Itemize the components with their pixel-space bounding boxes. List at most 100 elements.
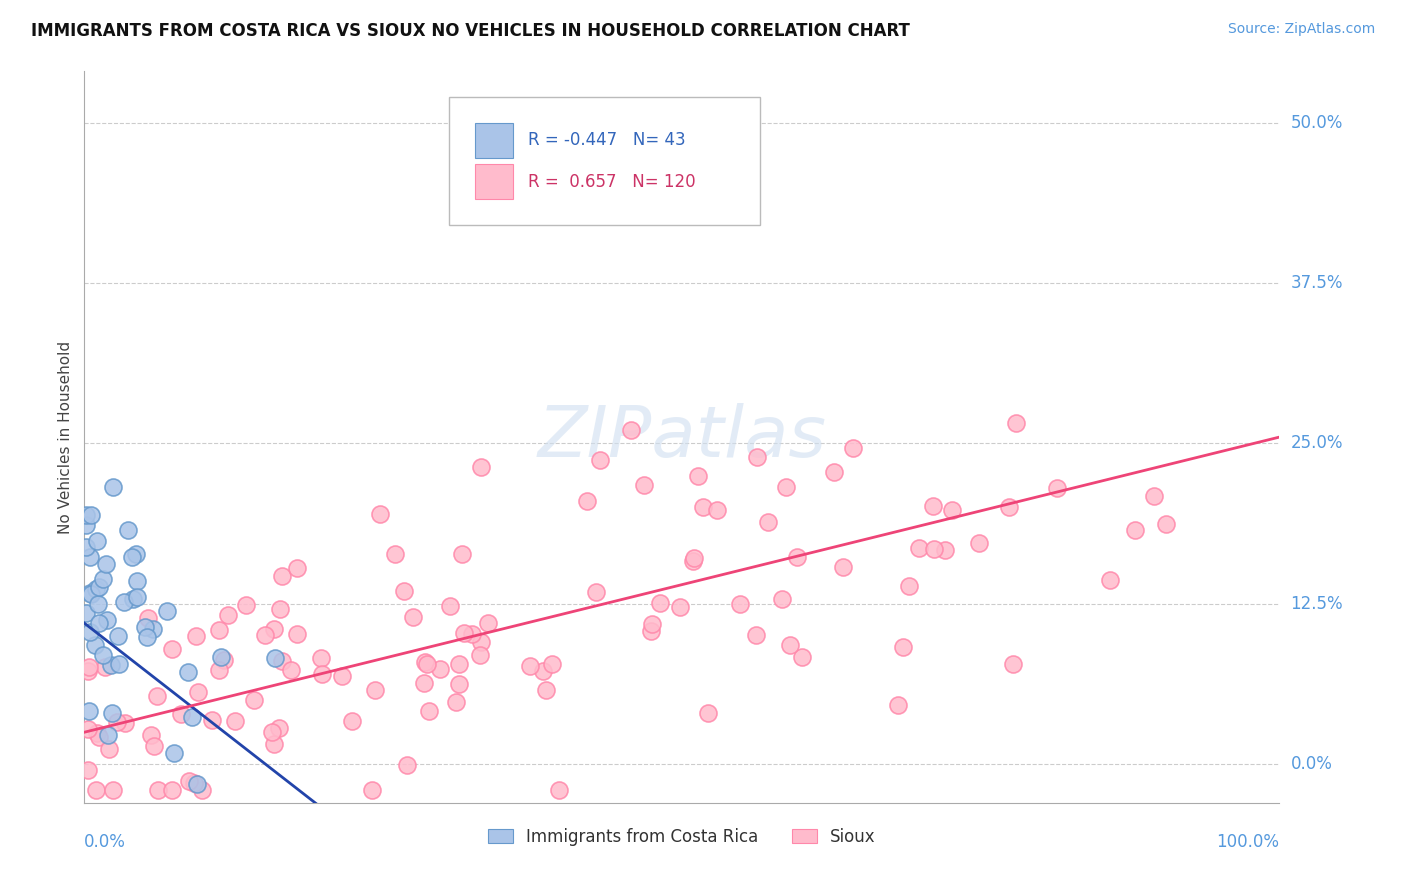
Point xyxy=(135,630,157,644)
Point xyxy=(886,698,908,712)
Point xyxy=(1123,524,1146,538)
Point xyxy=(589,453,612,467)
Point xyxy=(125,547,148,561)
Point xyxy=(413,655,436,669)
Point xyxy=(998,500,1021,515)
Point xyxy=(620,423,643,437)
Point xyxy=(470,459,492,474)
Text: 25.0%: 25.0% xyxy=(1291,434,1343,452)
Point xyxy=(468,648,491,662)
Point xyxy=(447,657,470,671)
Point xyxy=(519,659,541,673)
Point xyxy=(86,597,108,611)
Point xyxy=(745,628,768,642)
Point xyxy=(101,480,124,494)
Point xyxy=(311,666,333,681)
Point xyxy=(217,608,239,623)
Point xyxy=(941,503,963,517)
Point xyxy=(243,693,266,707)
FancyBboxPatch shape xyxy=(449,97,759,225)
Point xyxy=(121,591,143,606)
Point xyxy=(706,502,728,516)
Text: 37.5%: 37.5% xyxy=(1291,274,1343,292)
Point xyxy=(692,500,714,514)
Point xyxy=(97,741,120,756)
Point xyxy=(201,714,224,728)
Point xyxy=(756,516,779,530)
Text: 100.0%: 100.0% xyxy=(1216,833,1279,851)
Point xyxy=(224,714,246,728)
Point xyxy=(934,543,956,558)
Point xyxy=(125,591,148,605)
Text: IMMIGRANTS FROM COSTA RICA VS SIOUX NO VEHICLES IN HOUSEHOLD CORRELATION CHART: IMMIGRANTS FROM COSTA RICA VS SIOUX NO V… xyxy=(31,22,910,40)
Point xyxy=(648,596,671,610)
Point xyxy=(108,657,131,671)
Point xyxy=(368,507,391,521)
Point xyxy=(285,626,308,640)
Point xyxy=(547,783,569,797)
Point xyxy=(84,783,107,797)
Point xyxy=(682,553,704,567)
Point xyxy=(79,586,101,600)
Point xyxy=(531,664,554,678)
Text: R = -0.447   N= 43: R = -0.447 N= 43 xyxy=(527,131,685,149)
Point xyxy=(77,665,100,679)
Text: 0.0%: 0.0% xyxy=(84,833,127,851)
Point xyxy=(142,622,165,636)
Point xyxy=(309,651,332,665)
Point xyxy=(585,585,607,599)
Point xyxy=(191,783,214,797)
Point xyxy=(418,704,440,718)
Point xyxy=(413,675,436,690)
FancyBboxPatch shape xyxy=(475,122,513,158)
Point xyxy=(842,442,865,456)
Point xyxy=(921,499,943,513)
Point xyxy=(922,542,945,557)
Point xyxy=(86,582,108,597)
Point xyxy=(823,465,845,479)
Point xyxy=(640,624,662,638)
Point xyxy=(269,602,291,616)
Point xyxy=(633,477,655,491)
Point xyxy=(280,663,302,677)
Text: 50.0%: 50.0% xyxy=(1291,113,1343,132)
Point xyxy=(208,664,231,678)
Point xyxy=(792,649,814,664)
Point xyxy=(75,540,97,554)
Point xyxy=(89,731,111,745)
Point xyxy=(146,783,169,797)
Point xyxy=(80,508,103,522)
Point xyxy=(134,619,156,633)
Point xyxy=(100,706,122,720)
Point xyxy=(75,606,97,620)
Point xyxy=(121,549,143,564)
Point xyxy=(669,599,692,614)
Point xyxy=(114,715,136,730)
Point xyxy=(86,534,108,549)
Point xyxy=(183,776,205,790)
Point xyxy=(177,665,200,679)
Point xyxy=(384,547,406,561)
Point xyxy=(575,493,598,508)
Point xyxy=(160,783,183,797)
Point xyxy=(449,677,471,691)
Text: 0.0%: 0.0% xyxy=(1291,756,1333,773)
Point xyxy=(697,706,720,721)
Point xyxy=(77,763,100,777)
Point xyxy=(170,706,193,721)
Point xyxy=(1005,416,1028,430)
Point xyxy=(779,638,801,652)
Point xyxy=(392,583,415,598)
Point xyxy=(364,682,387,697)
Point xyxy=(187,685,209,699)
Point xyxy=(143,739,166,753)
Point xyxy=(269,721,291,735)
Point xyxy=(96,613,118,627)
Point xyxy=(184,629,207,643)
Point xyxy=(235,598,257,612)
Point xyxy=(160,641,183,656)
Point xyxy=(146,689,169,703)
Point xyxy=(686,468,709,483)
Point xyxy=(470,635,492,649)
Point xyxy=(1143,489,1166,503)
